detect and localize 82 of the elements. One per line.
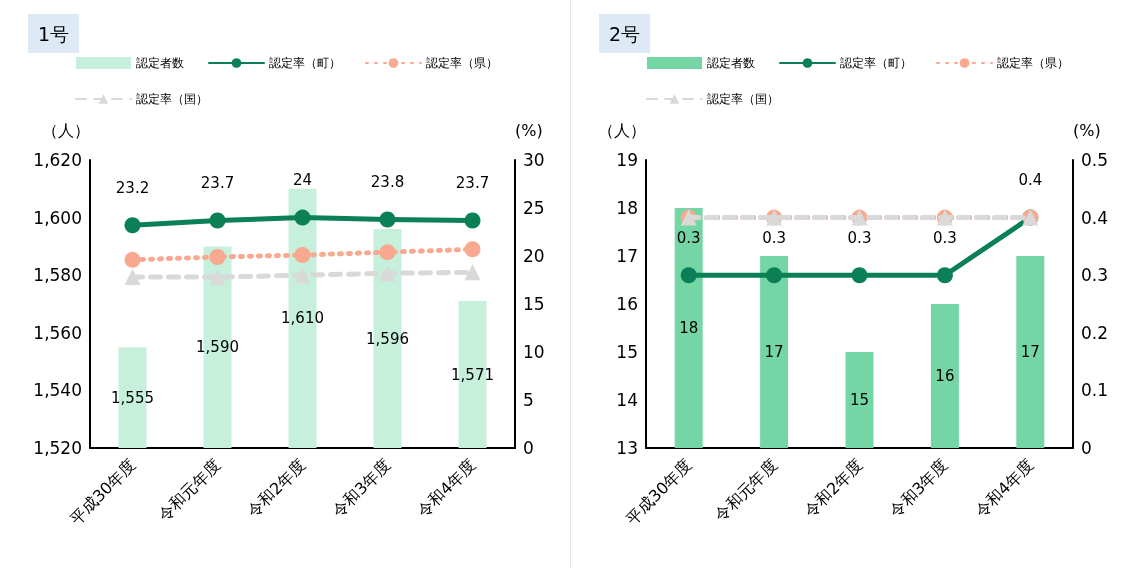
legend-label: 認定率（国） xyxy=(707,92,779,106)
y-tick-label: 1,580 xyxy=(33,265,82,286)
y-tick-label: 13 xyxy=(616,438,638,458)
y-tick-label: 18 xyxy=(616,198,638,218)
y-axis-title: （人） xyxy=(598,120,646,140)
point xyxy=(209,212,226,229)
y2-tick-label: 30 xyxy=(523,150,545,170)
data-label: 23.7 xyxy=(200,173,235,192)
legend-label: 認定率（県） xyxy=(997,56,1069,70)
point xyxy=(464,264,481,281)
data-label: 0.3 xyxy=(762,228,787,247)
data-label: 1,596 xyxy=(366,329,409,348)
y2-tick-label: 10 xyxy=(523,342,545,362)
data-label: 15 xyxy=(849,391,870,409)
data-label: 0.3 xyxy=(847,228,872,247)
x-tick-label: 令和4年度 xyxy=(413,455,480,522)
legend-label: 認定率（県） xyxy=(426,56,498,70)
x-tick-label: 令和3年度 xyxy=(328,455,395,522)
point xyxy=(124,251,141,268)
point xyxy=(379,244,396,261)
legend-label: 認定者数 xyxy=(707,56,755,70)
point xyxy=(294,209,311,226)
y2-tick-label: 0.3 xyxy=(1081,265,1109,286)
y2-tick-label: 0.4 xyxy=(1081,207,1109,228)
point xyxy=(464,241,481,258)
data-label: 1,590 xyxy=(196,338,239,357)
point xyxy=(124,269,141,286)
y2-tick-label: 5 xyxy=(523,390,534,410)
point xyxy=(124,217,141,234)
legend-label: 認定率（国） xyxy=(136,92,208,106)
x-tick-label: 平成30年度 xyxy=(622,455,696,529)
point xyxy=(379,211,396,228)
x-tick-label: 令和4年度 xyxy=(971,455,1038,522)
y2-tick-label: 0.5 xyxy=(1081,150,1109,170)
data-label: 1,555 xyxy=(111,388,154,407)
y-tick-label: 1,540 xyxy=(33,380,82,401)
x-tick-label: 平成30年度 xyxy=(66,455,140,529)
x-tick-label: 令和3年度 xyxy=(885,455,952,522)
data-label: 23.7 xyxy=(455,173,490,192)
x-tick-label: 令和2年度 xyxy=(243,455,310,522)
legend-label: 認定率（町） xyxy=(840,56,912,70)
x-tick-label: 令和元年度 xyxy=(154,455,225,526)
chart-title: 1号 xyxy=(38,22,70,45)
y-axis-title: （人） xyxy=(42,120,90,140)
y-tick-label: 16 xyxy=(616,294,638,314)
legend-label: 認定者数 xyxy=(136,56,184,70)
legend-label: 認定率（町） xyxy=(269,56,341,70)
x-tick-label: 令和元年度 xyxy=(710,455,781,526)
y-tick-label: 1,600 xyxy=(33,207,82,228)
point xyxy=(209,248,226,265)
point xyxy=(464,212,481,229)
data-label: 18 xyxy=(679,319,699,337)
data-label: 1,610 xyxy=(281,309,324,328)
data-label: 0.3 xyxy=(676,228,701,247)
y-tick-label: 1,560 xyxy=(33,322,82,343)
y-tick-label: 19 xyxy=(616,150,638,170)
y2-tick-label: 0.2 xyxy=(1081,322,1109,343)
data-label: 0.4 xyxy=(1018,171,1043,190)
y-tick-label: 15 xyxy=(616,342,638,362)
data-label: 16 xyxy=(935,367,955,385)
y2-axis-title: (%) xyxy=(515,120,543,140)
y-tick-label: 1,520 xyxy=(33,438,82,458)
y2-tick-label: 25 xyxy=(523,198,545,218)
x-tick-label: 令和2年度 xyxy=(800,455,867,522)
chart-title: 2号 xyxy=(609,22,641,45)
y2-tick-label: 0 xyxy=(523,438,534,458)
y-tick-label: 1,620 xyxy=(33,150,82,170)
data-label: 0.3 xyxy=(932,228,957,247)
y2-tick-label: 0 xyxy=(1081,438,1092,458)
y2-tick-label: 20 xyxy=(523,246,545,266)
y-tick-label: 17 xyxy=(616,246,638,266)
data-label: 24 xyxy=(292,171,313,190)
y-tick-label: 14 xyxy=(616,390,638,410)
y2-tick-label: 15 xyxy=(523,294,545,314)
data-label: 23.8 xyxy=(370,173,405,192)
point xyxy=(294,247,311,264)
data-label: 17 xyxy=(1020,343,1040,361)
data-label: 17 xyxy=(764,343,784,361)
data-label: 23.2 xyxy=(115,178,150,197)
data-label: 1,571 xyxy=(451,365,494,384)
y2-axis-title: (%) xyxy=(1073,120,1101,140)
y2-tick-label: 0.1 xyxy=(1081,380,1109,401)
